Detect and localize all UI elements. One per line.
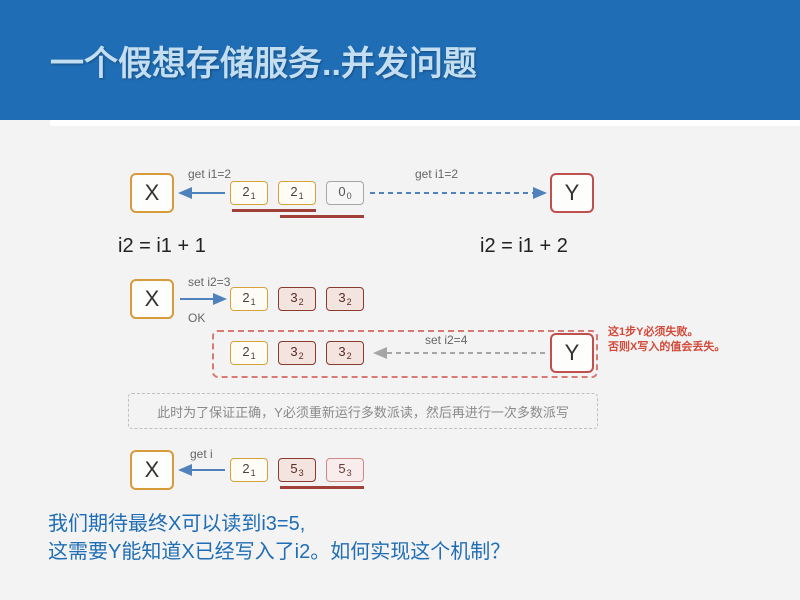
gray-note: 此时为了保证正确，Y必须重新运行多数派读，然后再进行一次多数派写 <box>128 393 598 429</box>
bottom-text: 我们期待最终X可以读到i3=5, 这需要Y能知道X已经写入了i2。如何实现这个机… <box>48 510 510 566</box>
cell-r4-0: 21 <box>230 458 268 482</box>
node-x-2: X <box>130 279 174 319</box>
cell-r2-2: 32 <box>326 287 364 311</box>
node-x-1: X <box>130 173 174 213</box>
red-note: 这1步Y必须失败。否则X写入的值会丢失。 <box>608 325 728 355</box>
label-set-i2-4: set i2=4 <box>425 333 467 347</box>
label-get-i1-left: get i1=2 <box>188 167 231 181</box>
page-title: 一个假想存储服务..并发问题 <box>50 36 477 85</box>
title-underline <box>50 120 800 126</box>
cell-r2-1: 32 <box>278 287 316 311</box>
title-band: 一个假想存储服务..并发问题 <box>0 0 800 120</box>
cell-r3-0: 21 <box>230 341 268 365</box>
cell-r3-1: 32 <box>278 341 316 365</box>
node-y-2: Y <box>550 333 594 373</box>
cell-r1-0: 21 <box>230 181 268 205</box>
cell-r1-2: 00 <box>326 181 364 205</box>
cell-r4-2: 53 <box>326 458 364 482</box>
node-y-1: Y <box>550 173 594 213</box>
dashed-fail-box <box>212 330 598 378</box>
label-set-i2-3: set i2=3 <box>188 275 230 289</box>
underline-r1b <box>280 215 364 218</box>
underline-r1a <box>232 209 316 212</box>
equation-left: i2 = i1 + 1 <box>118 235 206 258</box>
label-get-i1-right: get i1=2 <box>415 167 458 181</box>
cell-r3-2: 32 <box>326 341 364 365</box>
equation-right: i2 = i1 + 2 <box>480 235 568 258</box>
bottom-line-1: 我们期待最终X可以读到i3=5, <box>48 510 510 538</box>
underline-r4 <box>280 486 364 489</box>
cell-r2-0: 21 <box>230 287 268 311</box>
bottom-line-2: 这需要Y能知道X已经写入了i2。如何实现这个机制？ <box>48 538 510 566</box>
diagram-stage: X get i1=2 21 21 00 get i1=2 Y i2 = i1 +… <box>0 135 800 600</box>
cell-r4-1: 53 <box>278 458 316 482</box>
cell-r1-1: 21 <box>278 181 316 205</box>
node-x-3: X <box>130 450 174 490</box>
label-get-i: get i <box>190 447 213 461</box>
label-ok: OK <box>188 311 205 325</box>
